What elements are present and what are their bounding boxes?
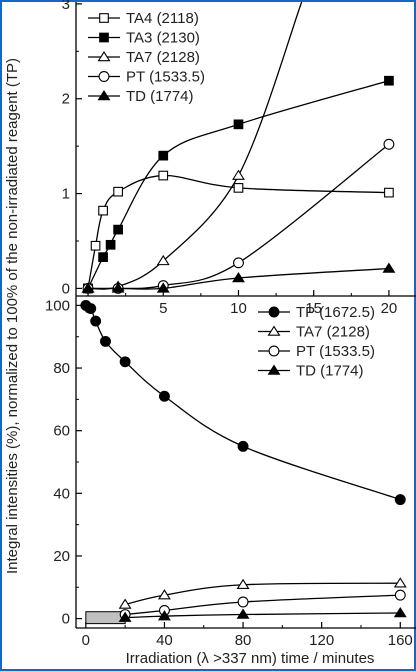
series-line-top-4 — [88, 267, 389, 290]
x-tick-label-top: 20 — [381, 300, 398, 317]
legend-label: TA3 (2130) — [126, 30, 200, 47]
panel-bottom: 0 20 40 60 80 100 0 40 80 120 160 TP (1672.5) TA7 (2… — [45, 296, 416, 649]
data-point-bottom-0 — [158, 390, 170, 402]
data-point-bottom-3 — [393, 606, 407, 618]
data-point-top-4 — [232, 272, 245, 283]
legend-label: TP (1672.5) — [296, 304, 375, 321]
y-tick-label-bottom: 20 — [53, 548, 70, 565]
data-point-bottom-1 — [393, 577, 407, 588]
data-point-top-2 — [232, 169, 245, 180]
x-tick-label-bottom: 0 — [82, 632, 90, 649]
y-tick-label-bottom: 40 — [53, 485, 70, 502]
data-point-top-0 — [233, 183, 244, 193]
data-point-bottom-2 — [394, 589, 406, 601]
y-tick-label-bottom: 100 — [45, 297, 70, 314]
x-axis-title: Irradiation (λ >337 nm) time / minutes — [126, 650, 375, 667]
legend-label: TA7 (2128) — [126, 49, 200, 66]
data-point-top-4 — [156, 282, 170, 293]
data-point-top-0 — [158, 170, 169, 181]
series-line-bottom-2 — [125, 594, 401, 616]
legend-label: TD (1774) — [296, 363, 364, 380]
data-point-top-4 — [111, 282, 125, 293]
data-point-top-4 — [81, 282, 95, 293]
data-point-top-1 — [233, 119, 244, 130]
legend-label: TA4 (2118) — [126, 10, 199, 27]
data-point-top-1 — [105, 239, 116, 250]
data-point-top-0 — [113, 186, 123, 197]
data-point-bottom-1 — [118, 598, 132, 609]
legend-label: PT (1533.5) — [126, 69, 205, 86]
data-point-bottom-0 — [394, 494, 406, 506]
data-point-bottom-1 — [236, 578, 250, 590]
legend-bottom: TP (1672.5) TA7 (2128) PT (1533.5) TD (1774… — [258, 304, 375, 380]
legend-marker — [99, 32, 109, 43]
x-tick-label-top: 10 — [230, 300, 247, 317]
panels: 0 1 2 3 0 5 10 15 20 TA4 (2118) TA3 (2130) TA7 (212… — [45, 0, 416, 649]
data-point-bottom-0 — [237, 440, 249, 452]
x-tick-label-bottom: 80 — [235, 632, 252, 649]
legend-marker — [267, 364, 281, 375]
legend-label: TD (1774) — [126, 88, 194, 105]
plot-area-top — [81, 2, 396, 294]
data-point-top-1 — [113, 224, 123, 235]
data-point-bottom-3 — [236, 608, 250, 619]
x-tick-label-top: 5 — [159, 300, 167, 317]
data-point-top-1 — [384, 75, 394, 86]
y-tick-label-bottom: 60 — [53, 423, 70, 440]
x-tick-label-top: 15 — [305, 300, 322, 317]
data-point-bottom-3 — [158, 610, 171, 621]
y-tick-label-top: 0 — [62, 280, 70, 297]
data-point-bottom-0 — [85, 303, 97, 314]
legend-top: TA4 (2118) TA3 (2130) TA7 (2128) PT (1533.5… — [88, 10, 205, 105]
y-tick-label-bottom: 0 — [62, 611, 70, 628]
data-point-bottom-1 — [158, 589, 171, 600]
data-point-top-3 — [383, 138, 395, 150]
plot-area-bottom — [80, 299, 407, 622]
data-point-top-4 — [382, 262, 396, 273]
legend-marker — [268, 345, 280, 357]
legend-marker — [99, 13, 109, 23]
x-tick-label-bottom: 120 — [309, 632, 334, 649]
legend-label: PT (1533.5) — [296, 343, 375, 360]
y-axis-title: Integral intensities (%), normalized to … — [4, 58, 21, 574]
data-point-top-0 — [98, 205, 108, 216]
data-point-bottom-0 — [100, 335, 111, 347]
data-point-top-2 — [156, 254, 170, 266]
data-point-top-0 — [384, 187, 394, 198]
legend-marker — [98, 71, 110, 82]
y-tick-label-top: 2 — [62, 91, 70, 108]
data-point-bottom-3 — [118, 611, 132, 622]
data-point-top-3 — [233, 257, 244, 269]
data-point-top-1 — [158, 150, 169, 161]
legend-marker — [268, 306, 280, 318]
x-tick-label-bottom: 40 — [156, 632, 173, 649]
series-line-bottom-1 — [124, 582, 401, 606]
data-point-top-0 — [90, 240, 101, 251]
data-point-bottom-2 — [237, 596, 249, 608]
legend-marker — [97, 90, 111, 101]
data-point-bottom-0 — [90, 315, 102, 327]
legend-label: TA7 (2128) — [296, 324, 370, 341]
legend-marker — [267, 325, 281, 336]
legend-marker — [97, 51, 111, 62]
x-tick-label-bottom: 160 — [388, 632, 413, 649]
y-tick-label-top: 3 — [62, 0, 70, 13]
data-point-top-1 — [98, 252, 108, 262]
data-point-bottom-0 — [119, 356, 131, 368]
y-tick-label-top: 1 — [62, 186, 70, 203]
y-tick-label-bottom: 80 — [53, 360, 70, 377]
series-line-bottom-3 — [125, 612, 401, 619]
panel-top: 012305101520TA4 (2118)TA3 (2130)TA7 (212… — [62, 0, 416, 317]
